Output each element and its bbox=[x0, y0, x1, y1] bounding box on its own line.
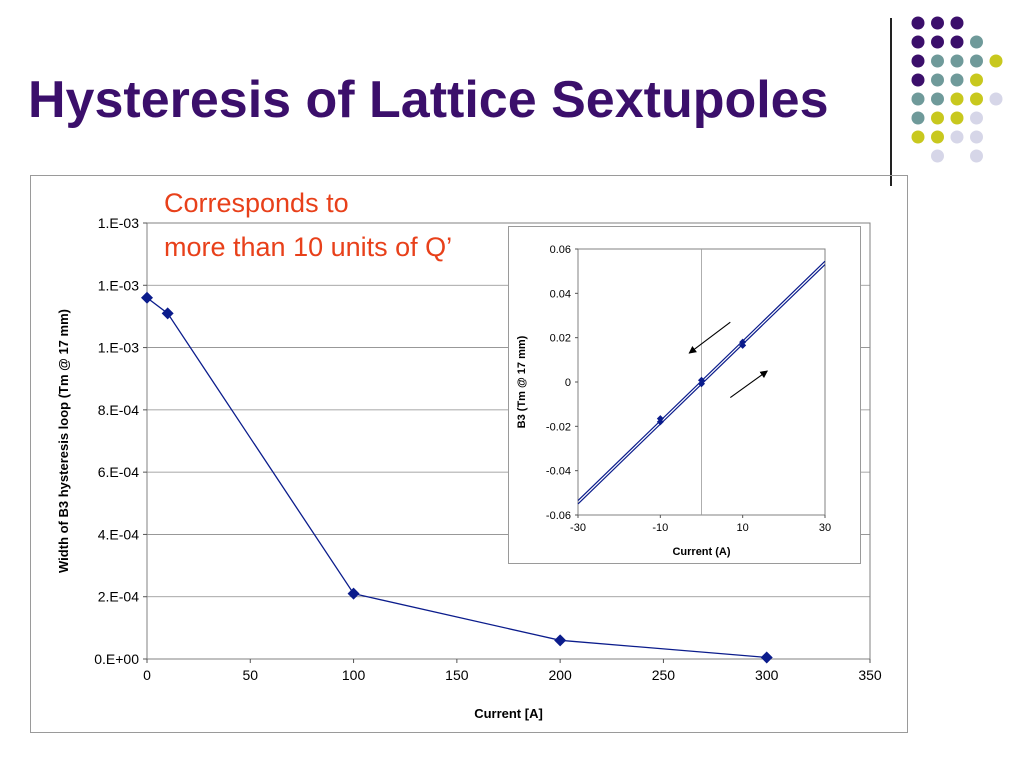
inset-chart-frame: -0.06 -0.04 -0.02 0 0.02 0.04 0.06 -30 -10 10 30 Cu… bbox=[508, 226, 861, 564]
decorative-dot bbox=[911, 54, 925, 68]
decorative-dot bbox=[911, 111, 925, 125]
decorative-dot bbox=[950, 35, 964, 49]
decorative-dot bbox=[931, 35, 944, 49]
decorative-dot-grid bbox=[911, 16, 1003, 163]
decorative-dot bbox=[911, 130, 925, 144]
y-tick-label: 2.E-04 bbox=[98, 589, 139, 605]
decreasing-current-arrow bbox=[688, 321, 731, 354]
decorative-dot bbox=[950, 54, 964, 68]
y-tick-label: 6.E-04 bbox=[98, 464, 139, 480]
decorative-dot bbox=[970, 130, 983, 144]
decorative-dot bbox=[931, 149, 944, 163]
inset-x-tick-label: -30 bbox=[570, 522, 586, 534]
data-point bbox=[141, 291, 153, 304]
data-point bbox=[554, 634, 567, 647]
x-tick-label: 0 bbox=[143, 667, 151, 683]
inset-data-point bbox=[739, 338, 747, 346]
inset-x-axis-label: Current (A) bbox=[672, 546, 730, 558]
y-tick-label: 8.E-04 bbox=[98, 402, 139, 418]
increasing-current-arrow bbox=[729, 370, 768, 398]
annotation-line-2: more than 10 units of Q’ bbox=[164, 232, 453, 262]
x-tick-label: 250 bbox=[652, 667, 676, 683]
decorative-dot bbox=[970, 73, 983, 87]
data-point bbox=[760, 651, 773, 664]
data-point bbox=[161, 307, 174, 320]
x-tick-label: 100 bbox=[342, 667, 366, 683]
y-tick-label: 1.E-03 bbox=[98, 340, 139, 356]
decorative-dot bbox=[970, 35, 983, 49]
y-tick-label: 4.E-04 bbox=[98, 526, 139, 542]
inset-y-axis-label: B3 (Tm @ 17 mm) bbox=[516, 335, 528, 428]
y-tick-label: 0.E+00 bbox=[94, 651, 139, 667]
decorative-dot bbox=[911, 92, 925, 106]
x-tick-label: 200 bbox=[548, 667, 572, 683]
title-divider bbox=[890, 18, 892, 186]
x-axis-label: Current [A] bbox=[474, 706, 543, 721]
decorative-dot bbox=[950, 130, 964, 144]
inset-y-tick-label: 0 bbox=[565, 377, 571, 389]
decorative-dot bbox=[950, 111, 964, 125]
y-tick-label: 1.E-03 bbox=[98, 277, 139, 293]
inset-y-tick-label: 0.02 bbox=[550, 333, 571, 345]
main-chart-frame: 0.E+00 2.E-04 4.E-04 6.E-04 8.E-04 1.E-03 1.E-… bbox=[30, 175, 908, 733]
decorative-dot bbox=[931, 111, 944, 125]
decorative-dot bbox=[931, 73, 944, 87]
decorative-dot bbox=[950, 73, 964, 87]
data-point bbox=[347, 587, 360, 600]
decorative-dot bbox=[931, 130, 944, 144]
inset-y-tick-label: 0.04 bbox=[550, 288, 571, 300]
plot-area bbox=[146, 222, 871, 660]
inset-x-tick-label: -10 bbox=[652, 522, 668, 534]
inset-y-tick-label: 0.06 bbox=[550, 244, 571, 256]
decorative-dot bbox=[989, 54, 1003, 68]
inset-y-tick-label: -0.02 bbox=[546, 421, 571, 433]
y-axis-label: Width of B3 hysteresis loop (Tm @ 17 mm) bbox=[56, 309, 71, 573]
inset-x-tick-label: 10 bbox=[737, 522, 749, 534]
main-chart: 0.E+00 2.E-04 4.E-04 6.E-04 8.E-04 1.E-03 1.E-… bbox=[56, 215, 882, 721]
x-tick-label: 150 bbox=[445, 667, 469, 683]
inset-y-tick-label: -0.06 bbox=[546, 510, 571, 522]
inset-data-point bbox=[698, 380, 705, 388]
decorative-dot bbox=[931, 16, 944, 30]
decorative-dot bbox=[950, 92, 964, 106]
inset-y-tick-label: -0.04 bbox=[546, 466, 571, 478]
slide-title: Hysteresis of Lattice Sextupoles bbox=[28, 71, 829, 129]
y-tick-label: 1.E-03 bbox=[98, 215, 139, 231]
x-tick-label: 50 bbox=[242, 667, 258, 683]
decorative-dot bbox=[931, 92, 944, 106]
x-tick-label: 350 bbox=[858, 667, 882, 683]
x-tick-label: 300 bbox=[755, 667, 779, 683]
decorative-dot bbox=[970, 149, 983, 163]
decorative-dot bbox=[989, 92, 1003, 106]
annotation-line-1: Corresponds to bbox=[164, 188, 349, 218]
decorative-dot bbox=[911, 73, 925, 87]
inset-x-tick-label: 30 bbox=[819, 522, 831, 534]
inset-data-point bbox=[656, 415, 664, 423]
inset-chart: -0.06 -0.04 -0.02 0 0.02 0.04 0.06 -30 -10 10 30 Cu… bbox=[516, 244, 831, 558]
decorative-dot bbox=[970, 111, 983, 125]
decorative-dot bbox=[950, 16, 964, 30]
decorative-dot bbox=[911, 16, 925, 30]
decorative-dot bbox=[911, 35, 925, 49]
decorative-dot bbox=[970, 54, 983, 68]
decorative-dot bbox=[970, 92, 983, 106]
decorative-dot bbox=[931, 54, 944, 68]
inset-data-point bbox=[698, 376, 705, 384]
